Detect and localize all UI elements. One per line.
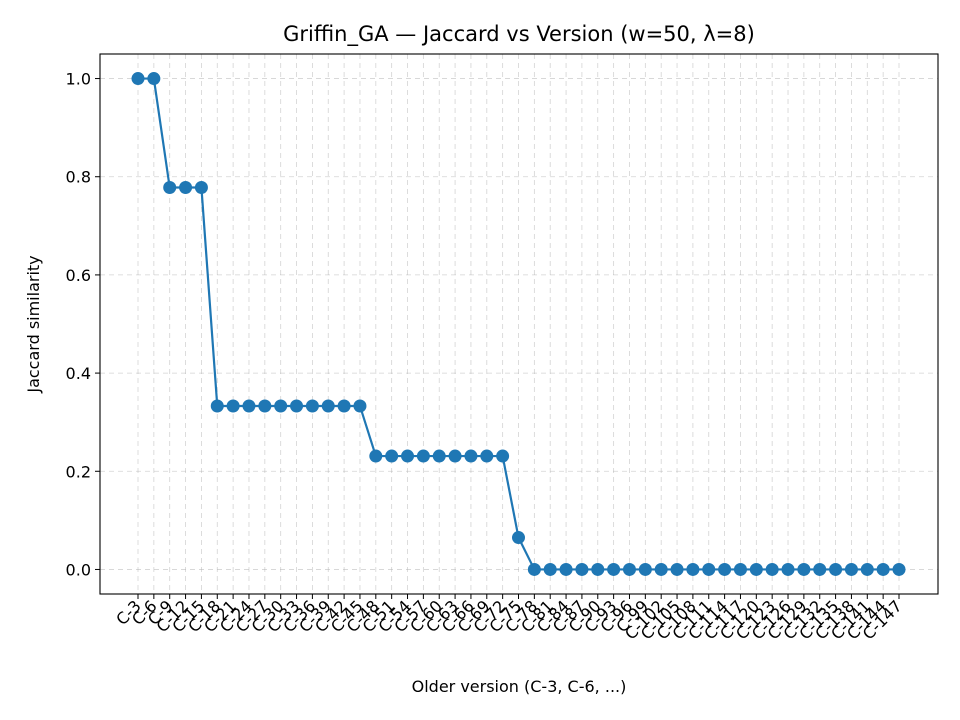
data-point [496, 449, 510, 463]
data-point [464, 449, 478, 463]
data-point [290, 399, 304, 413]
data-point [274, 399, 288, 413]
data-point [369, 449, 383, 463]
data-point [559, 562, 573, 576]
data-point [622, 562, 636, 576]
data-point [733, 562, 747, 576]
data-point [480, 449, 494, 463]
data-point [813, 562, 827, 576]
data-point [860, 562, 874, 576]
x-axis-ticks: C-3C-6C-9C-12C-15C-18C-21C-24C-27C-30C-3… [112, 594, 906, 643]
data-point [654, 562, 668, 576]
data-point [702, 562, 716, 576]
grid-layer [100, 54, 938, 594]
data-point [670, 562, 684, 576]
data-point [892, 562, 906, 576]
data-point [179, 181, 193, 195]
data-point [194, 181, 208, 195]
data-point [718, 562, 732, 576]
data-point [401, 449, 415, 463]
data-point [131, 72, 145, 86]
data-point [147, 72, 161, 86]
data-point [242, 399, 256, 413]
chart-title: Griffin_GA — Jaccard vs Version (w=50, λ… [283, 22, 755, 47]
data-point [385, 449, 399, 463]
data-point [512, 531, 525, 545]
data-point [829, 562, 843, 576]
data-point [416, 449, 430, 463]
data-point [797, 562, 811, 576]
y-axis-label: Jaccard similarity [24, 255, 43, 393]
x-axis-label: Older version (C-3, C-6, ...) [412, 677, 627, 696]
data-point [337, 399, 351, 413]
data-point [305, 399, 319, 413]
y-tick-label: 1.0 [66, 70, 91, 89]
data-point [686, 562, 700, 576]
data-point [591, 562, 605, 576]
data-point [575, 562, 589, 576]
data-point [258, 399, 272, 413]
data-point [765, 562, 779, 576]
data-point [527, 562, 541, 576]
y-tick-label: 0.4 [66, 364, 91, 383]
series-layer [131, 72, 906, 576]
plot-frame [99, 53, 939, 595]
data-point [210, 399, 224, 413]
data-point [749, 562, 763, 576]
data-point [321, 399, 335, 413]
y-tick-label: 0.6 [66, 266, 91, 285]
y-tick-label: 0.0 [66, 560, 91, 579]
y-tick-label: 0.8 [66, 168, 91, 187]
data-point [844, 562, 858, 576]
data-point [638, 562, 652, 576]
data-point [876, 562, 890, 576]
data-point [543, 562, 557, 576]
data-point [163, 181, 177, 195]
data-point [781, 562, 795, 576]
data-point [226, 399, 240, 413]
data-point [353, 399, 367, 413]
data-point [607, 562, 621, 576]
data-point [448, 449, 462, 463]
data-point [432, 449, 446, 463]
y-axis-ticks: 0.0 0.2 0.4 0.6 0.8 1.0 [66, 70, 100, 579]
y-tick-label: 0.2 [66, 462, 91, 481]
